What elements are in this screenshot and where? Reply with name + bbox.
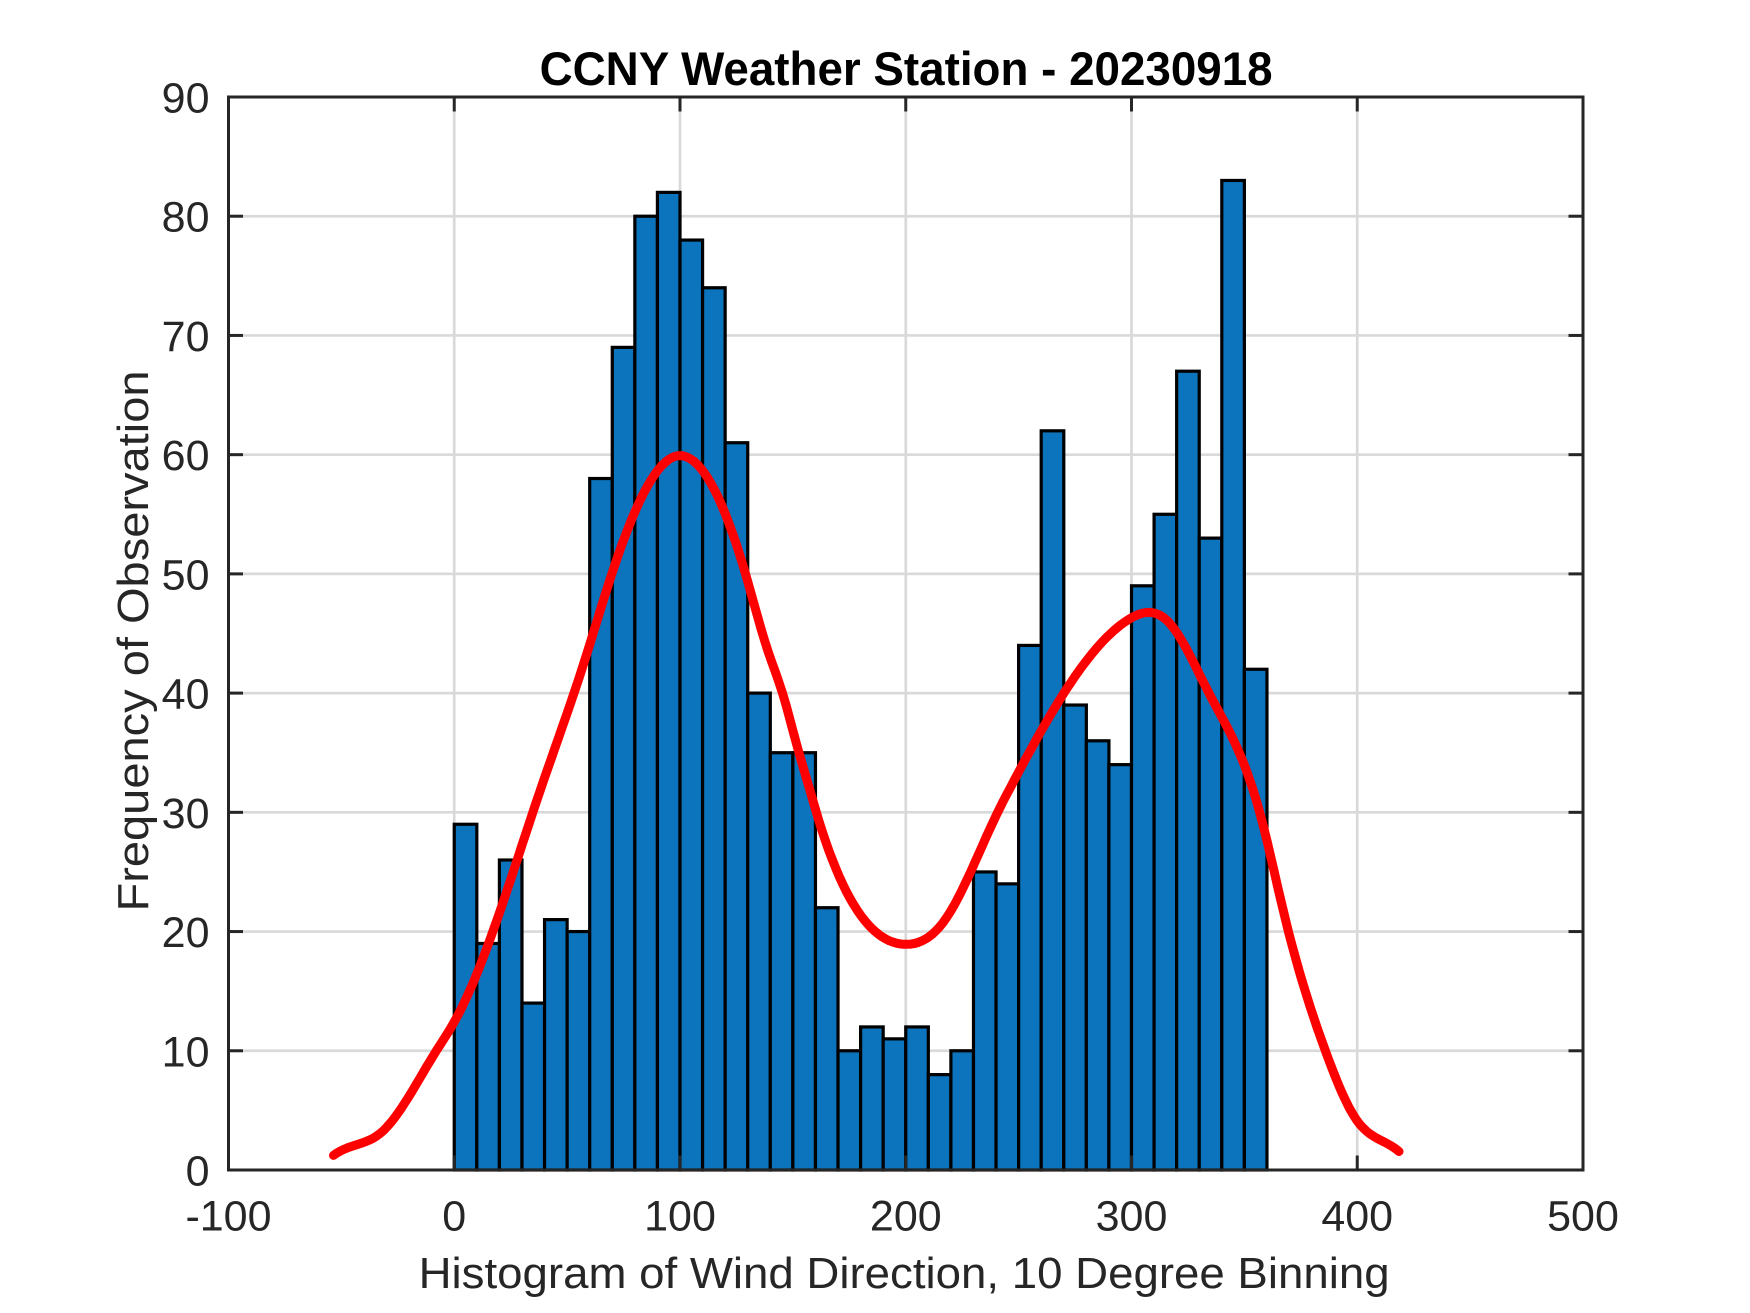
svg-text:30: 30 [162, 790, 210, 838]
svg-text:100: 100 [644, 1193, 716, 1241]
svg-text:20: 20 [162, 909, 210, 957]
svg-text:200: 200 [870, 1193, 942, 1241]
svg-text:40: 40 [162, 671, 210, 719]
svg-text:Histogram of Wind Direction, 1: Histogram of Wind Direction, 10 Degree B… [419, 1249, 1390, 1298]
svg-text:50: 50 [162, 551, 210, 599]
svg-text:300: 300 [1096, 1193, 1168, 1241]
svg-text:-100: -100 [185, 1193, 271, 1241]
svg-text:60: 60 [162, 432, 210, 480]
svg-text:CCNY Weather Station - 2023091: CCNY Weather Station - 20230918 [540, 43, 1273, 96]
svg-text:0: 0 [186, 1148, 210, 1196]
svg-text:80: 80 [162, 194, 210, 242]
svg-text:10: 10 [162, 1028, 210, 1076]
svg-text:90: 90 [162, 75, 210, 123]
svg-text:0: 0 [442, 1193, 466, 1241]
svg-text:Frequency of Observation: Frequency of Observation [109, 371, 158, 912]
svg-text:500: 500 [1547, 1193, 1619, 1241]
svg-text:70: 70 [162, 313, 210, 361]
svg-text:400: 400 [1321, 1193, 1393, 1241]
